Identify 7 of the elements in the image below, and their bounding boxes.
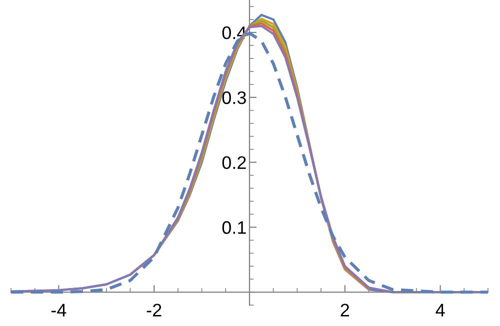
y-tick-label: 0.1	[222, 221, 246, 234]
x-tick-label: 2	[340, 304, 350, 316]
x-tick-label: 4	[436, 304, 445, 316]
x-tick-label: -4	[51, 304, 66, 316]
y-tick-label: 0.2	[222, 156, 246, 170]
y-tick-label: 0.3	[222, 91, 246, 104]
x-tick-label: -2	[146, 304, 162, 316]
